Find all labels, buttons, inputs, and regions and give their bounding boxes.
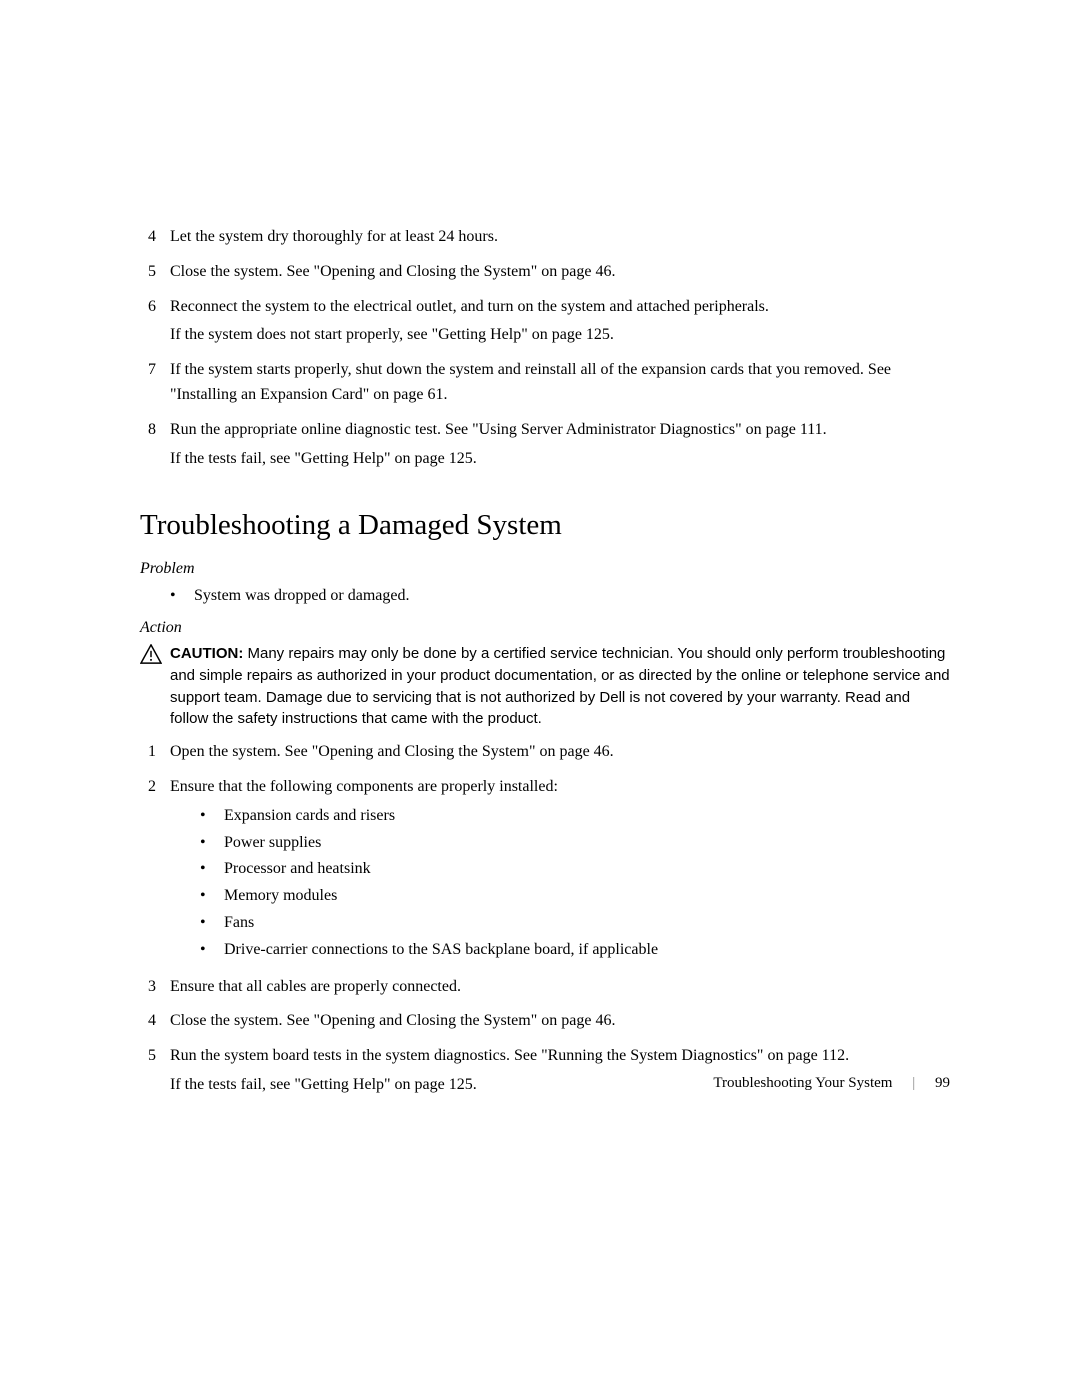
- item-number: 5: [140, 260, 170, 289]
- bullet-dot: •: [200, 804, 224, 829]
- item-paragraph: If the system starts properly, shut down…: [170, 358, 950, 408]
- item-content: Run the appropriate online diagnostic te…: [170, 418, 950, 476]
- numbered-item: 6Reconnect the system to the electrical …: [140, 295, 950, 353]
- bullet-dot: •: [200, 884, 224, 909]
- footer-separator: |: [896, 1075, 931, 1091]
- sub-bullet-text: Processor and heatsink: [224, 857, 371, 882]
- caution-text: CAUTION: Many repairs may only be done b…: [170, 643, 950, 730]
- item-paragraph: Open the system. See "Opening and Closin…: [170, 740, 950, 765]
- item-number: 4: [140, 225, 170, 254]
- sub-bullet-item: •Power supplies: [200, 831, 950, 856]
- sub-bullet-text: Expansion cards and risers: [224, 804, 395, 829]
- bullet-dot: •: [200, 831, 224, 856]
- item-number: 5: [140, 1044, 170, 1102]
- sub-bullet-text: Fans: [224, 911, 254, 936]
- numbered-list-top: 4Let the system dry thoroughly for at le…: [140, 225, 950, 475]
- item-paragraph: Let the system dry thoroughly for at lea…: [170, 225, 950, 250]
- item-content: Reconnect the system to the electrical o…: [170, 295, 950, 353]
- bullet-dot: •: [200, 911, 224, 936]
- caution-icon: [140, 643, 170, 730]
- caution-label: CAUTION:: [170, 645, 243, 662]
- item-paragraph: If the tests fail, see "Getting Help" on…: [170, 447, 950, 472]
- item-content: Run the system board tests in the system…: [170, 1044, 950, 1102]
- sub-bullet-item: •Memory modules: [200, 884, 950, 909]
- document-page: 4Let the system dry thoroughly for at le…: [0, 0, 1080, 1102]
- action-label: Action: [140, 619, 950, 637]
- item-content: Ensure that the following components are…: [170, 775, 950, 969]
- sub-bullet-item: •Expansion cards and risers: [200, 804, 950, 829]
- item-content: Close the system. See "Opening and Closi…: [170, 1009, 950, 1038]
- numbered-item: 1Open the system. See "Opening and Closi…: [140, 740, 950, 769]
- item-paragraph: If the system does not start properly, s…: [170, 323, 950, 348]
- numbered-item: 5Close the system. See "Opening and Clos…: [140, 260, 950, 289]
- sub-bullet-item: •Drive-carrier connections to the SAS ba…: [200, 938, 950, 963]
- item-number: 1: [140, 740, 170, 769]
- bullet-dot: •: [200, 857, 224, 882]
- numbered-item: 7If the system starts properly, shut dow…: [140, 358, 950, 412]
- item-content: If the system starts properly, shut down…: [170, 358, 950, 412]
- sub-bullet-text: Drive-carrier connections to the SAS bac…: [224, 938, 658, 963]
- item-content: Close the system. See "Opening and Closi…: [170, 260, 950, 289]
- numbered-item: 3Ensure that all cables are properly con…: [140, 975, 950, 1004]
- sub-bullet-item: •Fans: [200, 911, 950, 936]
- page-footer: Troubleshooting Your System | 99: [713, 1075, 950, 1092]
- item-number: 7: [140, 358, 170, 412]
- sub-bullet-text: Memory modules: [224, 884, 337, 909]
- footer-page-number: 99: [935, 1075, 950, 1091]
- numbered-item: 8Run the appropriate online diagnostic t…: [140, 418, 950, 476]
- problem-bullet-list: •System was dropped or damaged.: [170, 584, 950, 609]
- item-paragraph: Run the appropriate online diagnostic te…: [170, 418, 950, 443]
- item-paragraph: Close the system. See "Opening and Closi…: [170, 1009, 950, 1034]
- item-paragraph: Reconnect the system to the electrical o…: [170, 295, 950, 320]
- item-paragraph: Run the system board tests in the system…: [170, 1044, 950, 1069]
- numbered-item: 5Run the system board tests in the syste…: [140, 1044, 950, 1102]
- bullet-dot: •: [200, 938, 224, 963]
- item-number: 6: [140, 295, 170, 353]
- sub-bullet-item: •Processor and heatsink: [200, 857, 950, 882]
- caution-body: Many repairs may only be done by a certi…: [170, 645, 950, 727]
- sub-bullet-list: •Expansion cards and risers•Power suppli…: [200, 804, 950, 963]
- footer-section: Troubleshooting Your System: [713, 1075, 892, 1091]
- numbered-item: 2Ensure that the following components ar…: [140, 775, 950, 969]
- item-paragraph: Ensure that all cables are properly conn…: [170, 975, 950, 1000]
- item-number: 3: [140, 975, 170, 1004]
- bullet-text: System was dropped or damaged.: [194, 584, 410, 609]
- section-heading: Troubleshooting a Damaged System: [140, 509, 950, 542]
- item-paragraph: Close the system. See "Opening and Closi…: [170, 260, 950, 285]
- item-number: 2: [140, 775, 170, 969]
- item-content: Ensure that all cables are properly conn…: [170, 975, 950, 1004]
- item-paragraph: Ensure that the following components are…: [170, 775, 950, 800]
- caution-block: CAUTION: Many repairs may only be done b…: [140, 643, 950, 730]
- item-number: 8: [140, 418, 170, 476]
- item-content: Open the system. See "Opening and Closin…: [170, 740, 950, 769]
- bullet-dot: •: [170, 584, 194, 609]
- problem-label: Problem: [140, 560, 950, 578]
- item-number: 4: [140, 1009, 170, 1038]
- numbered-list-action: 1Open the system. See "Opening and Closi…: [140, 740, 950, 1102]
- numbered-item: 4Let the system dry thoroughly for at le…: [140, 225, 950, 254]
- numbered-item: 4Close the system. See "Opening and Clos…: [140, 1009, 950, 1038]
- bullet-item: •System was dropped or damaged.: [170, 584, 950, 609]
- item-content: Let the system dry thoroughly for at lea…: [170, 225, 950, 254]
- sub-bullet-text: Power supplies: [224, 831, 321, 856]
